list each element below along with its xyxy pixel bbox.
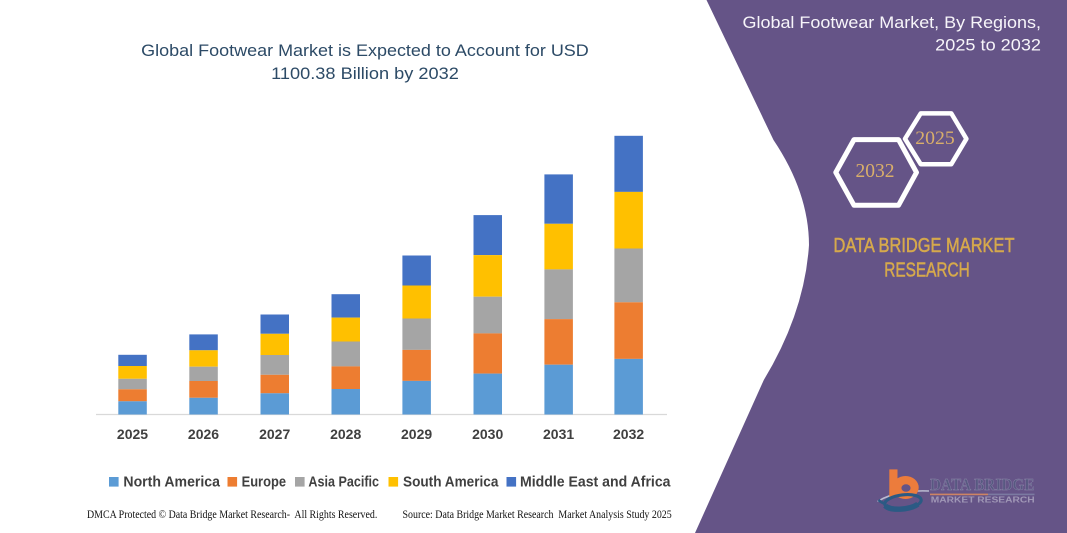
svg-text:Source: Data Bridge Market Res: Source: Data Bridge Market Research Mark… [403, 507, 672, 521]
svg-text:MARKET RESEARCH: MARKET RESEARCH [931, 495, 1035, 504]
svg-text:2029: 2029 [401, 426, 432, 442]
svg-text:DMCA Protected © Data Bridge M: DMCA Protected © Data Bridge Market Rese… [87, 507, 377, 521]
svg-text:North America: North America [123, 474, 220, 491]
svg-text:Asia Pacific: Asia Pacific [308, 474, 379, 491]
svg-text:Global Footwear Market, By Reg: Global Footwear Market, By Regions, [743, 13, 1042, 32]
svg-text:South America: South America [403, 474, 499, 491]
svg-text:DATA BRIDGE MARKET: DATA BRIDGE MARKET [834, 235, 1015, 257]
svg-text:Global Footwear Market is Expe: Global Footwear Market is Expected to Ac… [141, 41, 589, 60]
svg-text:2025: 2025 [117, 426, 148, 442]
svg-text:2027: 2027 [259, 426, 290, 442]
svg-text:2030: 2030 [472, 426, 503, 442]
svg-text:Middle East and Africa: Middle East and Africa [520, 474, 671, 491]
svg-text:2025 to 2032: 2025 to 2032 [935, 36, 1041, 55]
svg-text:1100.38 Billion by 2032: 1100.38 Billion by 2032 [271, 64, 459, 83]
svg-text:2025: 2025 [915, 128, 954, 149]
svg-text:2026: 2026 [188, 426, 219, 442]
svg-text:Europe: Europe [242, 474, 286, 491]
svg-text:2031: 2031 [543, 426, 574, 442]
svg-text:2032: 2032 [613, 426, 644, 442]
svg-text:2028: 2028 [330, 426, 361, 442]
svg-text:RESEARCH: RESEARCH [884, 260, 970, 282]
svg-text:2032: 2032 [856, 161, 895, 182]
svg-text:DATA BRIDGE: DATA BRIDGE [930, 475, 1035, 494]
